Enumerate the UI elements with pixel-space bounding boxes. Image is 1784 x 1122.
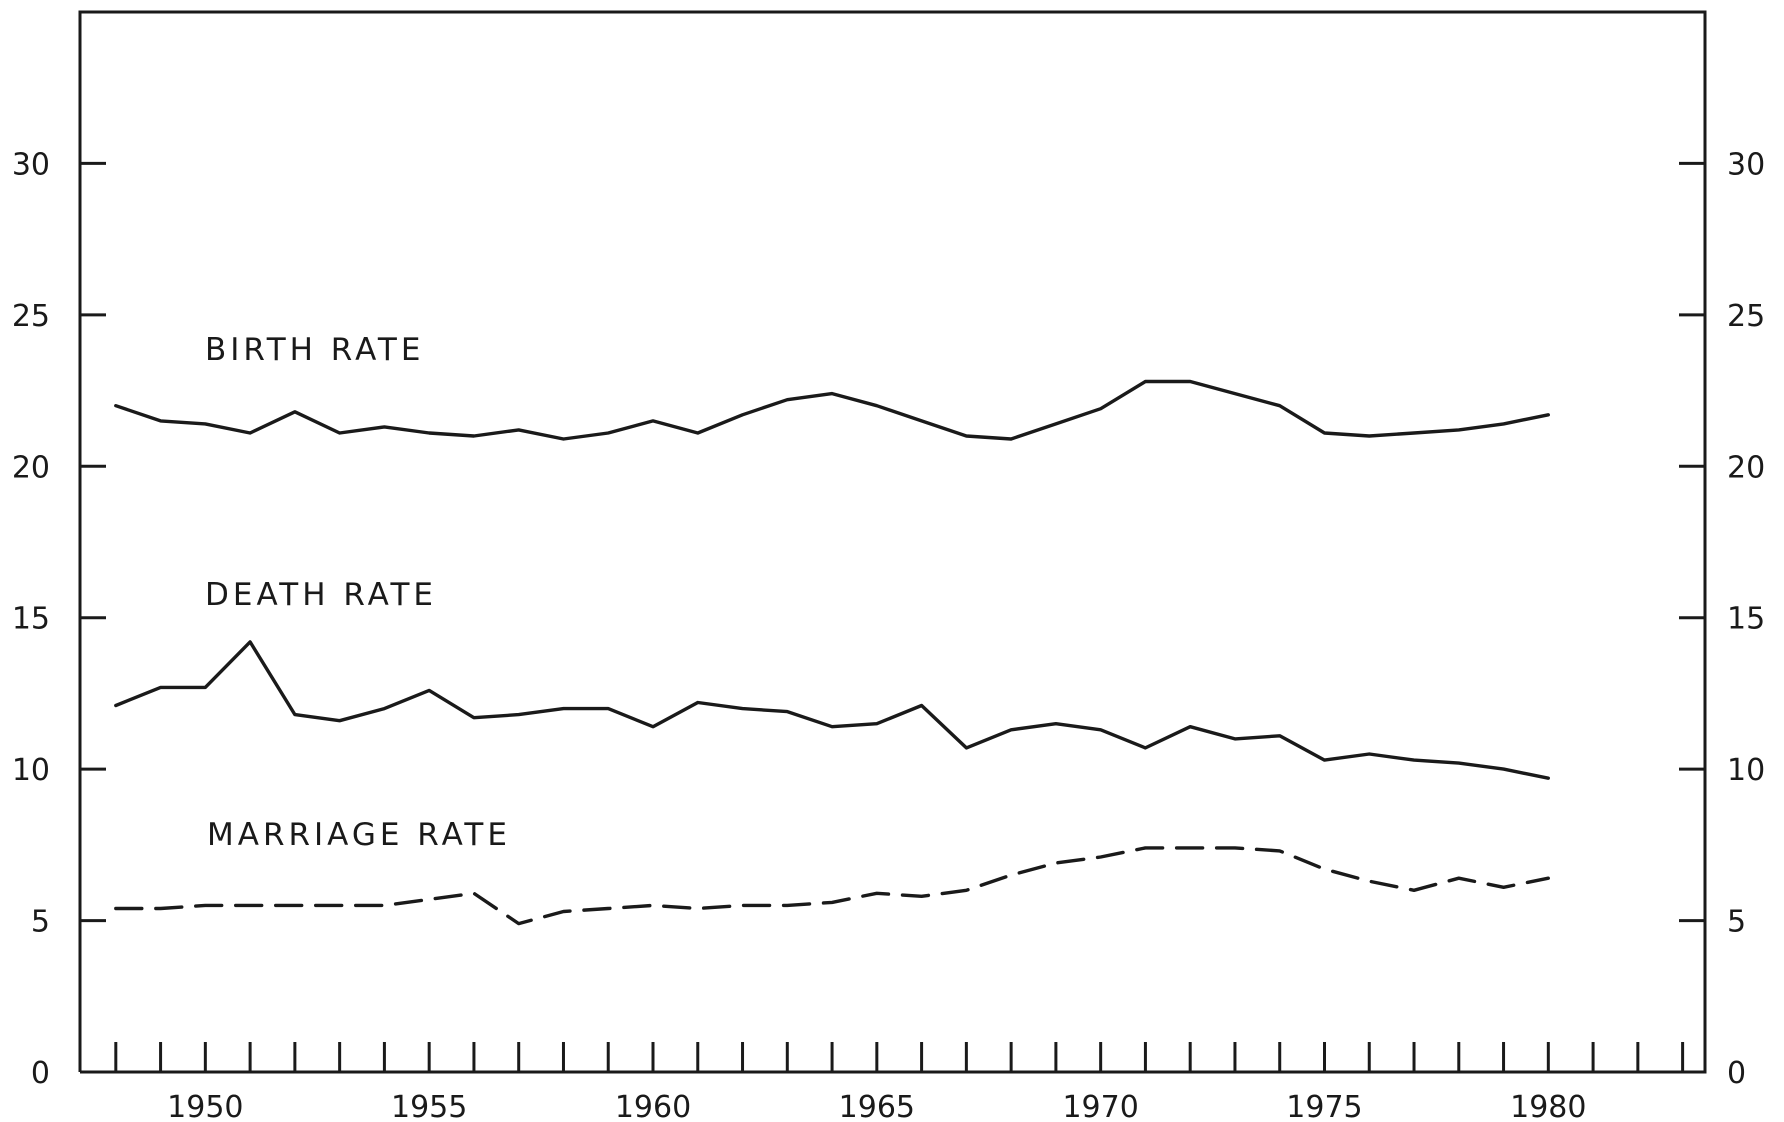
y-tick-label-right-30: 30 (1727, 147, 1765, 182)
death-rate-label: DEATH RATE (205, 577, 437, 613)
x-tick-label-1955: 1955 (391, 1090, 467, 1122)
y-tick-label-left-30: 30 (12, 147, 50, 182)
y-tick-label-left-25: 25 (12, 299, 50, 334)
series-group (114, 379, 1550, 926)
plot-border (78, 10, 1707, 1074)
series-labels: BIRTH RATE DEATH RATE MARRIAGE RATE (205, 332, 511, 853)
y-tick-label-left-5: 5 (31, 905, 50, 940)
y-tick-label-left-20: 20 (12, 450, 50, 485)
y-tick-label-right-20: 20 (1727, 450, 1765, 485)
birth-rate-line (114, 379, 1550, 441)
chart-frame (78, 10, 1707, 1074)
y-tick-label-left-0: 0 (31, 1056, 50, 1091)
marriage-rate-line (114, 846, 1550, 926)
x-tick-label-1975: 1975 (1286, 1090, 1362, 1122)
marriage-rate-label: MARRIAGE RATE (207, 817, 511, 853)
x-axis: 1950 1955 1960 1965 1970 1975 1980 (114, 1042, 1685, 1122)
y-axis-right: 0 5 10 15 20 25 30 (1679, 147, 1765, 1091)
y-axis-left: 0 5 10 15 20 25 30 (12, 147, 106, 1091)
death-rate-line (114, 640, 1550, 780)
x-tick-label-1970: 1970 (1062, 1090, 1138, 1122)
x-tick-label-1965: 1965 (839, 1090, 915, 1122)
y-tick-label-left-10: 10 (12, 753, 50, 788)
y-tick-label-right-10: 10 (1727, 753, 1765, 788)
y-tick-label-right-5: 5 (1727, 905, 1746, 940)
birth-rate-label: BIRTH RATE (205, 332, 424, 368)
x-tick-label-1980: 1980 (1510, 1090, 1586, 1122)
y-tick-label-right-15: 15 (1727, 602, 1765, 637)
y-tick-label-right-25: 25 (1727, 299, 1765, 334)
x-tick-label-1950: 1950 (167, 1090, 243, 1122)
y-tick-label-right-0: 0 (1727, 1056, 1746, 1091)
y-tick-label-left-15: 15 (12, 602, 50, 637)
x-tick-label-1960: 1960 (615, 1090, 691, 1122)
